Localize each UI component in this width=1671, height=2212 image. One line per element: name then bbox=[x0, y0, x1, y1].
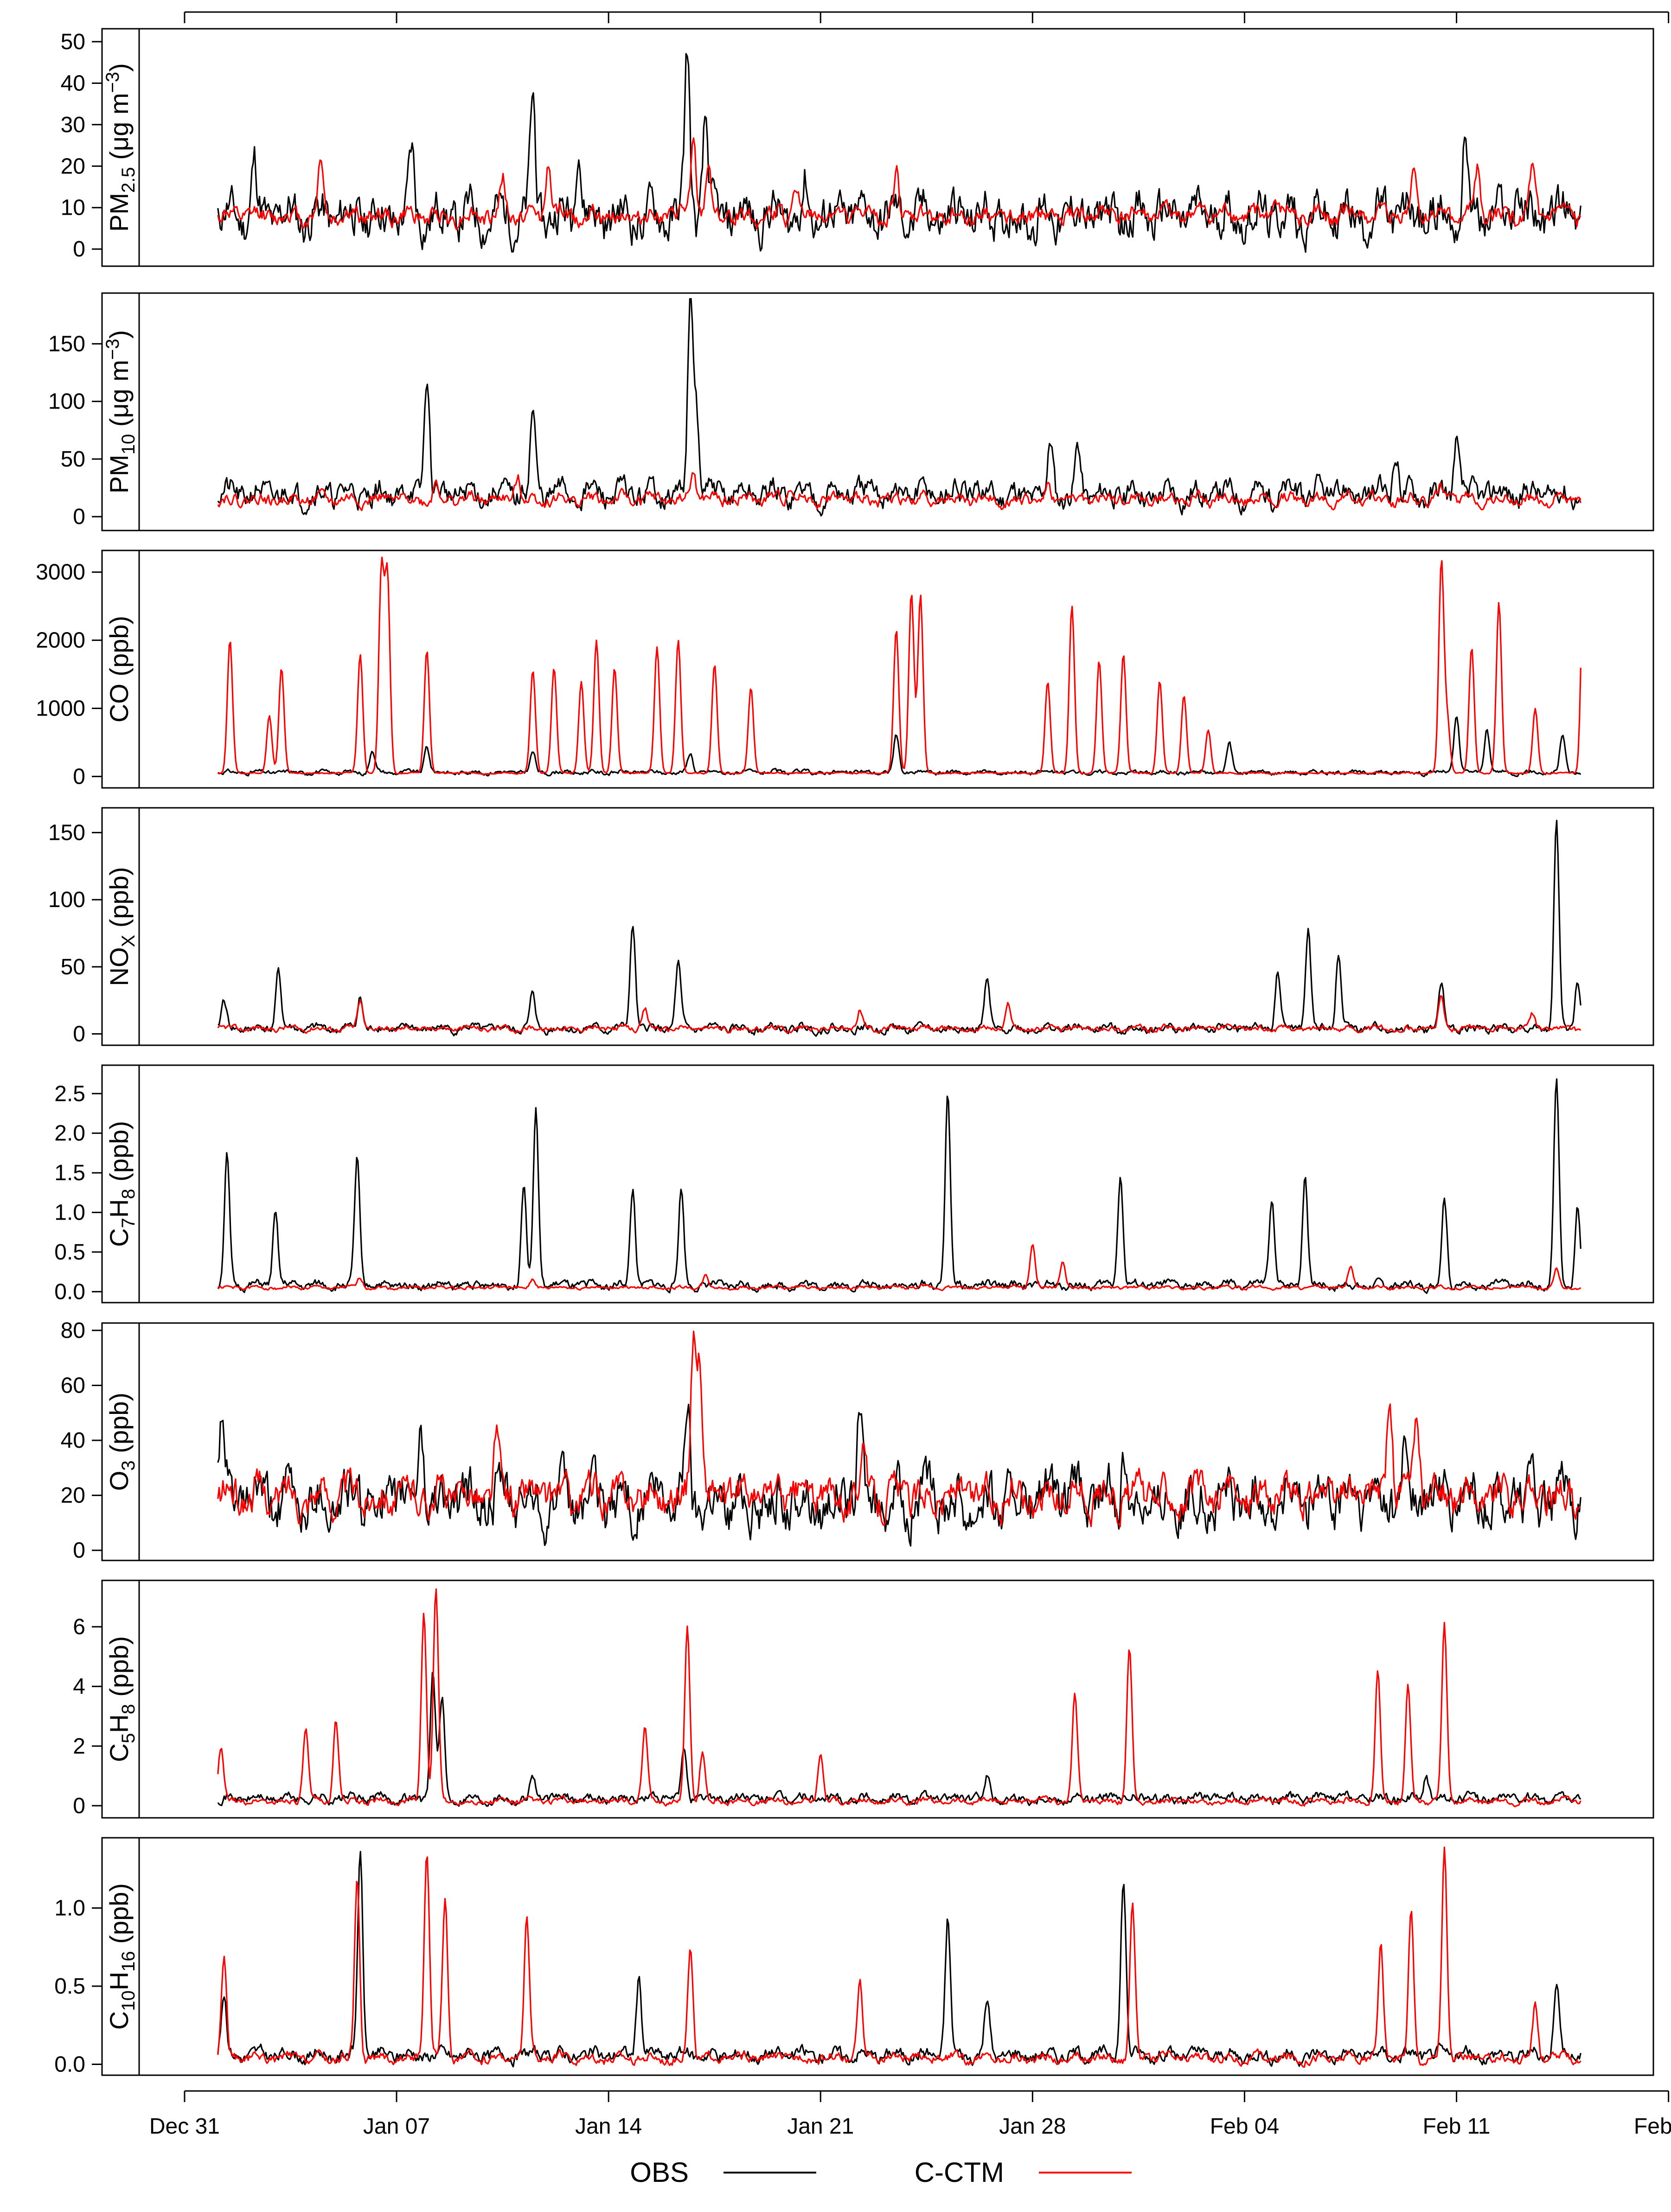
y-tick-label: 100 bbox=[48, 390, 85, 414]
y-tick-label: 1000 bbox=[36, 696, 85, 721]
y-tick-label: 30 bbox=[61, 113, 85, 137]
panel-3: 0 1000 2000 3000 CO (ppb) bbox=[36, 550, 1654, 789]
y-tick-label: 0.0 bbox=[54, 1279, 85, 1304]
y-tick-label: 1.0 bbox=[54, 1896, 85, 1921]
panel-frame bbox=[101, 1064, 1654, 1304]
y-tick-label: 0 bbox=[73, 1022, 85, 1047]
y-tick-label: 150 bbox=[48, 332, 85, 356]
y-tick-label: 2 bbox=[73, 1734, 85, 1758]
y-tick-label: 0 bbox=[73, 505, 85, 529]
panel-frame bbox=[101, 28, 1654, 267]
y-tick-label: 40 bbox=[61, 71, 85, 96]
y-tick-label: 0.5 bbox=[54, 1240, 85, 1265]
x-tick-label: Jan 21 bbox=[787, 2114, 854, 2139]
panel-5: 0.0 0.5 1.0 1.5 2.0 2.5 C7H8 (ppb) bbox=[54, 1064, 1654, 1304]
panel-frame bbox=[101, 1579, 1654, 1819]
y-tick-label: 80 bbox=[61, 1318, 85, 1343]
series-obs-line bbox=[217, 298, 1581, 517]
panel-frame bbox=[101, 550, 1654, 789]
y-tick-label: 4 bbox=[73, 1675, 85, 1699]
y-tick-label: 6 bbox=[73, 1615, 85, 1639]
y-tick-label: 60 bbox=[61, 1373, 85, 1398]
legend: OBS C-CTM bbox=[630, 2157, 1132, 2188]
y-tick-label: 50 bbox=[61, 955, 85, 979]
y-tick-label: 0 bbox=[73, 237, 85, 262]
y-tick-label: 50 bbox=[61, 30, 85, 54]
y-tick-label: 1.0 bbox=[54, 1201, 85, 1225]
y-tick-label: 0 bbox=[73, 1794, 85, 1818]
y-tick-label: 100 bbox=[48, 888, 85, 912]
series-c-ctm-line bbox=[217, 1244, 1581, 1291]
x-tick-label: Dec 31 bbox=[149, 2114, 220, 2139]
series-c-ctm-line bbox=[217, 995, 1581, 1034]
panel-1: 0 10 20 30 40 50 PM2.5 (μg m−3) bbox=[61, 28, 1654, 267]
y-tick-label: 50 bbox=[61, 447, 85, 472]
x-tick-label: Feb 18 bbox=[1634, 2114, 1671, 2139]
panel-frame bbox=[101, 807, 1654, 1046]
y-tick-label: 1.5 bbox=[54, 1161, 85, 1185]
y-tick-label: 0 bbox=[73, 764, 85, 789]
series-c-ctm-line bbox=[218, 556, 1581, 775]
y-axis-label: PM2.5 (μg m−3) bbox=[102, 63, 139, 232]
legend-c-ctm-label: C-CTM bbox=[915, 2157, 1004, 2188]
series-c-ctm-line bbox=[217, 472, 1581, 511]
y-axis-label: PM10 (μg m−3) bbox=[102, 330, 139, 494]
y-tick-label: 0.0 bbox=[54, 2052, 85, 2077]
y-tick-label: 3000 bbox=[36, 560, 85, 585]
y-tick-label: 2.0 bbox=[54, 1121, 85, 1146]
y-tick-label: 0.5 bbox=[54, 1974, 85, 1999]
y-axis-label: C5H8 (ppb) bbox=[104, 1636, 139, 1762]
x-tick-label: Feb 04 bbox=[1210, 2114, 1279, 2139]
series-obs-line bbox=[217, 1851, 1581, 2068]
y-tick-label: 40 bbox=[61, 1428, 85, 1453]
legend-obs-label: OBS bbox=[630, 2157, 689, 2188]
y-tick-label: 150 bbox=[48, 820, 85, 845]
y-tick-label: 10 bbox=[61, 196, 85, 220]
panel-7: 0 2 4 6 C5H8 (ppb) bbox=[73, 1579, 1654, 1819]
y-axis-label: O3 (ppb) bbox=[104, 1393, 139, 1491]
y-tick-label: 20 bbox=[61, 154, 85, 179]
y-tick-label: 0 bbox=[73, 1538, 85, 1563]
y-axis-label: C7H8 (ppb) bbox=[104, 1121, 139, 1247]
y-axis-label: NOX (ppb) bbox=[104, 867, 139, 986]
panel-4: 0 50 100 150 NOX (ppb) bbox=[48, 807, 1654, 1047]
series-obs-line bbox=[218, 1078, 1581, 1294]
series-c-ctm-line bbox=[217, 137, 1581, 230]
panel-8: 0.0 0.5 1.0 C10H16 (ppb) bbox=[54, 1837, 1654, 2077]
x-tick-label: Feb 11 bbox=[1423, 2114, 1491, 2139]
panel-frame bbox=[101, 292, 1654, 531]
panel-6: 0 20 40 60 80 O3 (ppb) bbox=[61, 1318, 1654, 1563]
x-tick-label: Jan 14 bbox=[575, 2114, 642, 2139]
panel-frame bbox=[101, 1322, 1654, 1561]
x-axis: Dec 31 Jan 07 Jan 14 Jan 21 Jan 28 Feb 04 Feb … bbox=[149, 11, 1671, 2139]
y-tick-label: 2.5 bbox=[54, 1081, 85, 1106]
y-axis-label: CO (ppb) bbox=[104, 616, 134, 722]
panel-2: 0 50 100 150 PM10 (μg m−3) bbox=[48, 292, 1654, 531]
series-c-ctm-line bbox=[217, 1847, 1581, 2068]
y-tick-label: 20 bbox=[61, 1483, 85, 1508]
series-c-ctm-line bbox=[217, 1330, 1581, 1528]
series-c-ctm-line bbox=[217, 1588, 1581, 1808]
x-tick-label: Jan 28 bbox=[999, 2114, 1066, 2139]
y-tick-label: 2000 bbox=[36, 628, 85, 653]
x-tick-label: Jan 07 bbox=[363, 2114, 430, 2139]
y-axis-label: C10H16 (ppb) bbox=[104, 1883, 139, 2030]
panel-frame bbox=[101, 1837, 1654, 2076]
